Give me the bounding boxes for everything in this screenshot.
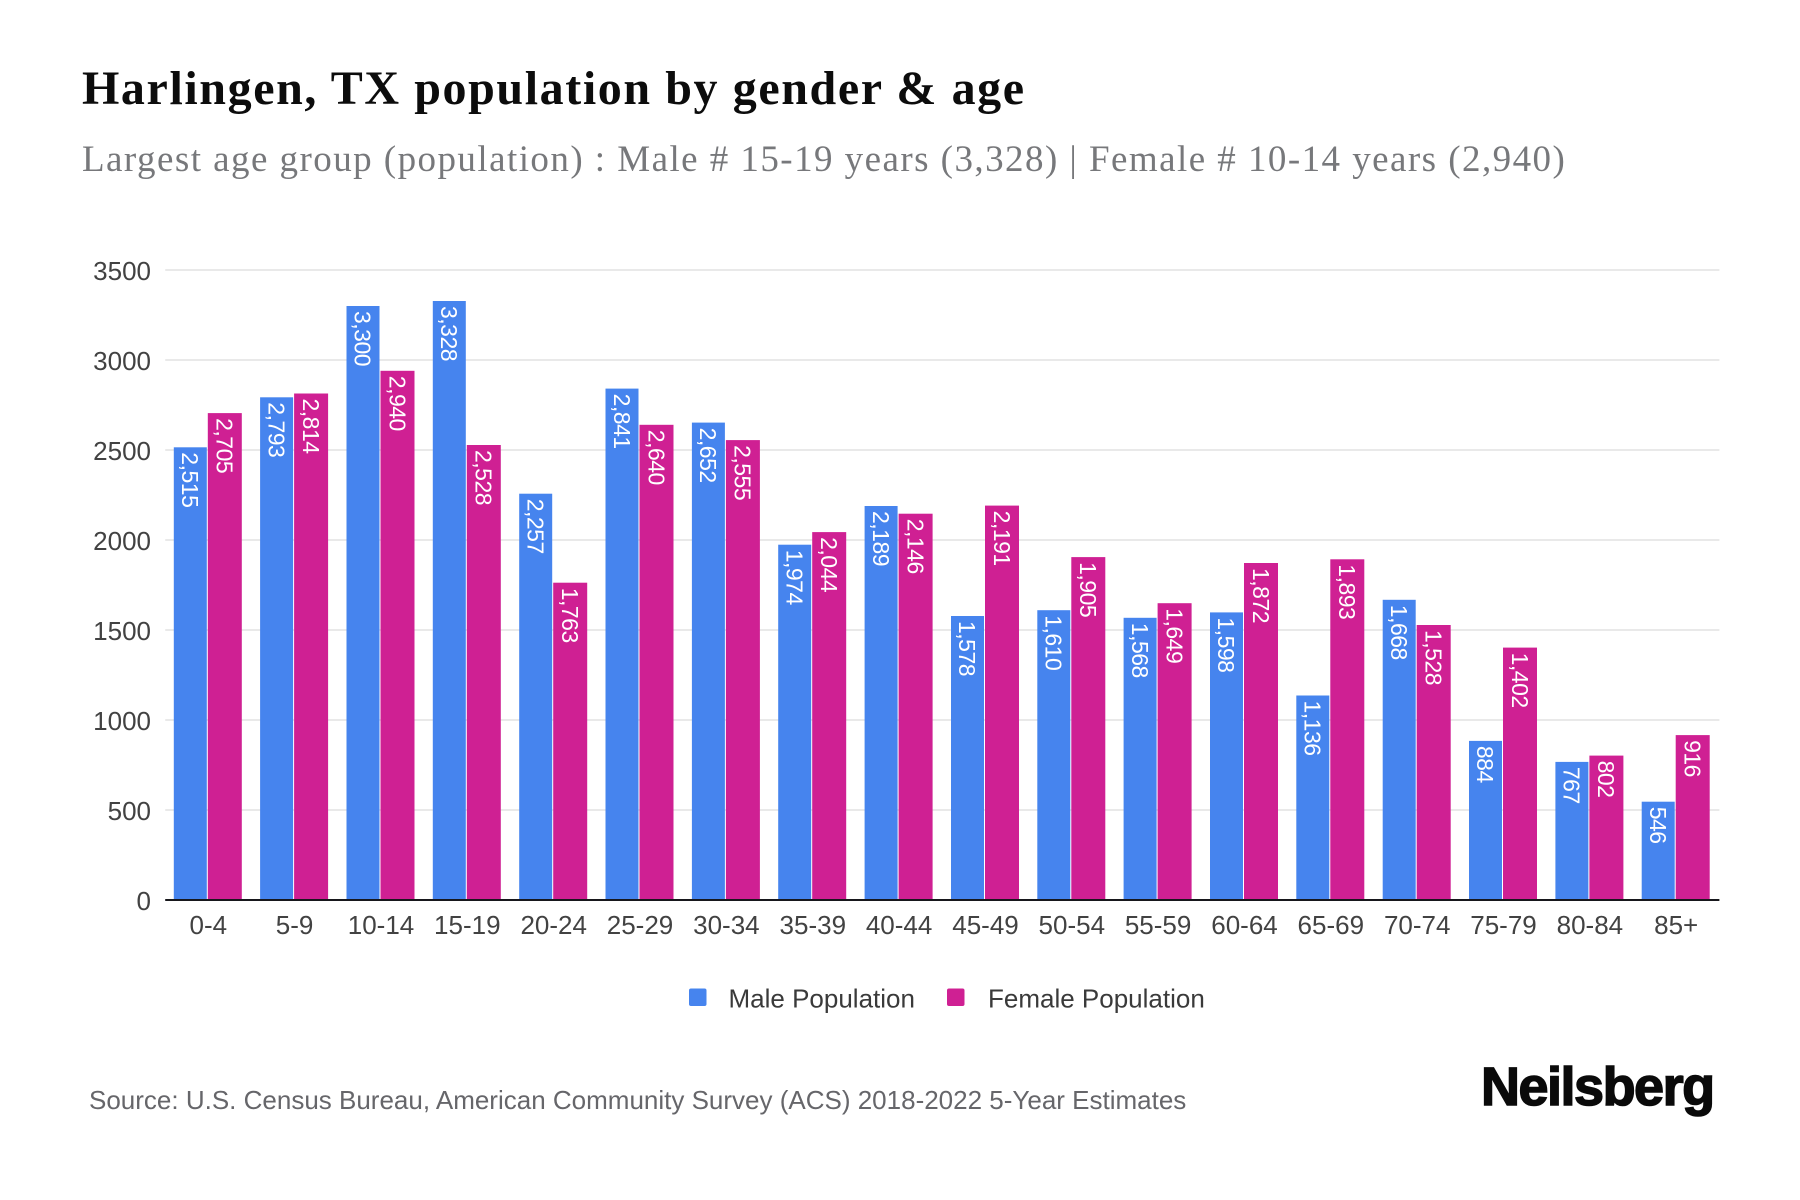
svg-text:2,146: 2,146	[902, 519, 928, 574]
svg-text:Male Population: Male Population	[729, 984, 915, 1014]
svg-text:802: 802	[1593, 761, 1619, 798]
svg-text:2,515: 2,515	[177, 452, 203, 507]
svg-text:2,528: 2,528	[471, 450, 497, 505]
svg-text:60-64: 60-64	[1211, 910, 1278, 940]
svg-text:5-9: 5-9	[276, 910, 314, 940]
svg-text:916: 916	[1680, 740, 1706, 777]
svg-text:1,649: 1,649	[1161, 608, 1187, 663]
svg-text:2,652: 2,652	[695, 428, 721, 483]
svg-text:25-29: 25-29	[607, 910, 674, 940]
svg-text:767: 767	[1559, 767, 1585, 804]
svg-text:3,328: 3,328	[436, 306, 462, 361]
svg-text:20-24: 20-24	[520, 910, 587, 940]
svg-text:1,402: 1,402	[1507, 653, 1533, 708]
svg-text:1,528: 1,528	[1421, 630, 1447, 685]
svg-text:15-19: 15-19	[434, 910, 501, 940]
svg-text:3,300: 3,300	[350, 311, 376, 366]
svg-text:Female Population: Female Population	[988, 984, 1205, 1014]
svg-text:3000: 3000	[93, 346, 151, 376]
svg-text:1,974: 1,974	[782, 550, 808, 606]
svg-text:1,905: 1,905	[1075, 562, 1101, 617]
svg-text:3500: 3500	[93, 256, 151, 286]
svg-text:1,610: 1,610	[1041, 615, 1067, 670]
svg-text:2,191: 2,191	[989, 511, 1015, 566]
svg-text:55-59: 55-59	[1125, 910, 1192, 940]
svg-text:65-69: 65-69	[1298, 910, 1365, 940]
svg-text:1,893: 1,893	[1334, 564, 1360, 619]
svg-text:2500: 2500	[93, 436, 151, 466]
svg-text:1,598: 1,598	[1213, 617, 1239, 672]
svg-text:1,668: 1,668	[1386, 605, 1412, 660]
svg-text:1000: 1000	[93, 706, 151, 736]
svg-text:546: 546	[1645, 807, 1671, 844]
svg-text:35-39: 35-39	[780, 910, 847, 940]
svg-text:0-4: 0-4	[190, 910, 228, 940]
svg-text:45-49: 45-49	[952, 910, 1019, 940]
svg-text:80-84: 80-84	[1557, 910, 1624, 940]
svg-text:85+: 85+	[1654, 910, 1698, 940]
svg-text:1,568: 1,568	[1127, 623, 1153, 678]
svg-text:1,872: 1,872	[1248, 568, 1274, 623]
svg-text:0: 0	[137, 886, 151, 916]
svg-text:30-34: 30-34	[693, 910, 760, 940]
svg-text:500: 500	[108, 796, 151, 826]
svg-text:2,814: 2,814	[298, 399, 324, 455]
svg-text:2,555: 2,555	[730, 445, 756, 500]
svg-text:1,136: 1,136	[1300, 701, 1326, 756]
svg-text:2,705: 2,705	[212, 418, 238, 473]
svg-text:1,578: 1,578	[954, 621, 980, 676]
svg-text:2000: 2000	[93, 526, 151, 556]
svg-text:2,640: 2,640	[643, 430, 669, 485]
svg-text:70-74: 70-74	[1384, 910, 1451, 940]
svg-text:75-79: 75-79	[1470, 910, 1537, 940]
svg-text:10-14: 10-14	[348, 910, 415, 940]
svg-text:1,763: 1,763	[557, 588, 583, 643]
svg-text:2,189: 2,189	[868, 511, 894, 566]
svg-text:2,940: 2,940	[384, 376, 410, 431]
svg-text:2,793: 2,793	[263, 402, 289, 457]
svg-text:50-54: 50-54	[1039, 910, 1106, 940]
svg-text:2,841: 2,841	[609, 394, 635, 449]
svg-text:40-44: 40-44	[866, 910, 933, 940]
svg-text:884: 884	[1472, 746, 1498, 784]
svg-text:2,044: 2,044	[816, 537, 842, 593]
svg-text:1500: 1500	[93, 616, 151, 646]
svg-text:2,257: 2,257	[522, 499, 548, 554]
